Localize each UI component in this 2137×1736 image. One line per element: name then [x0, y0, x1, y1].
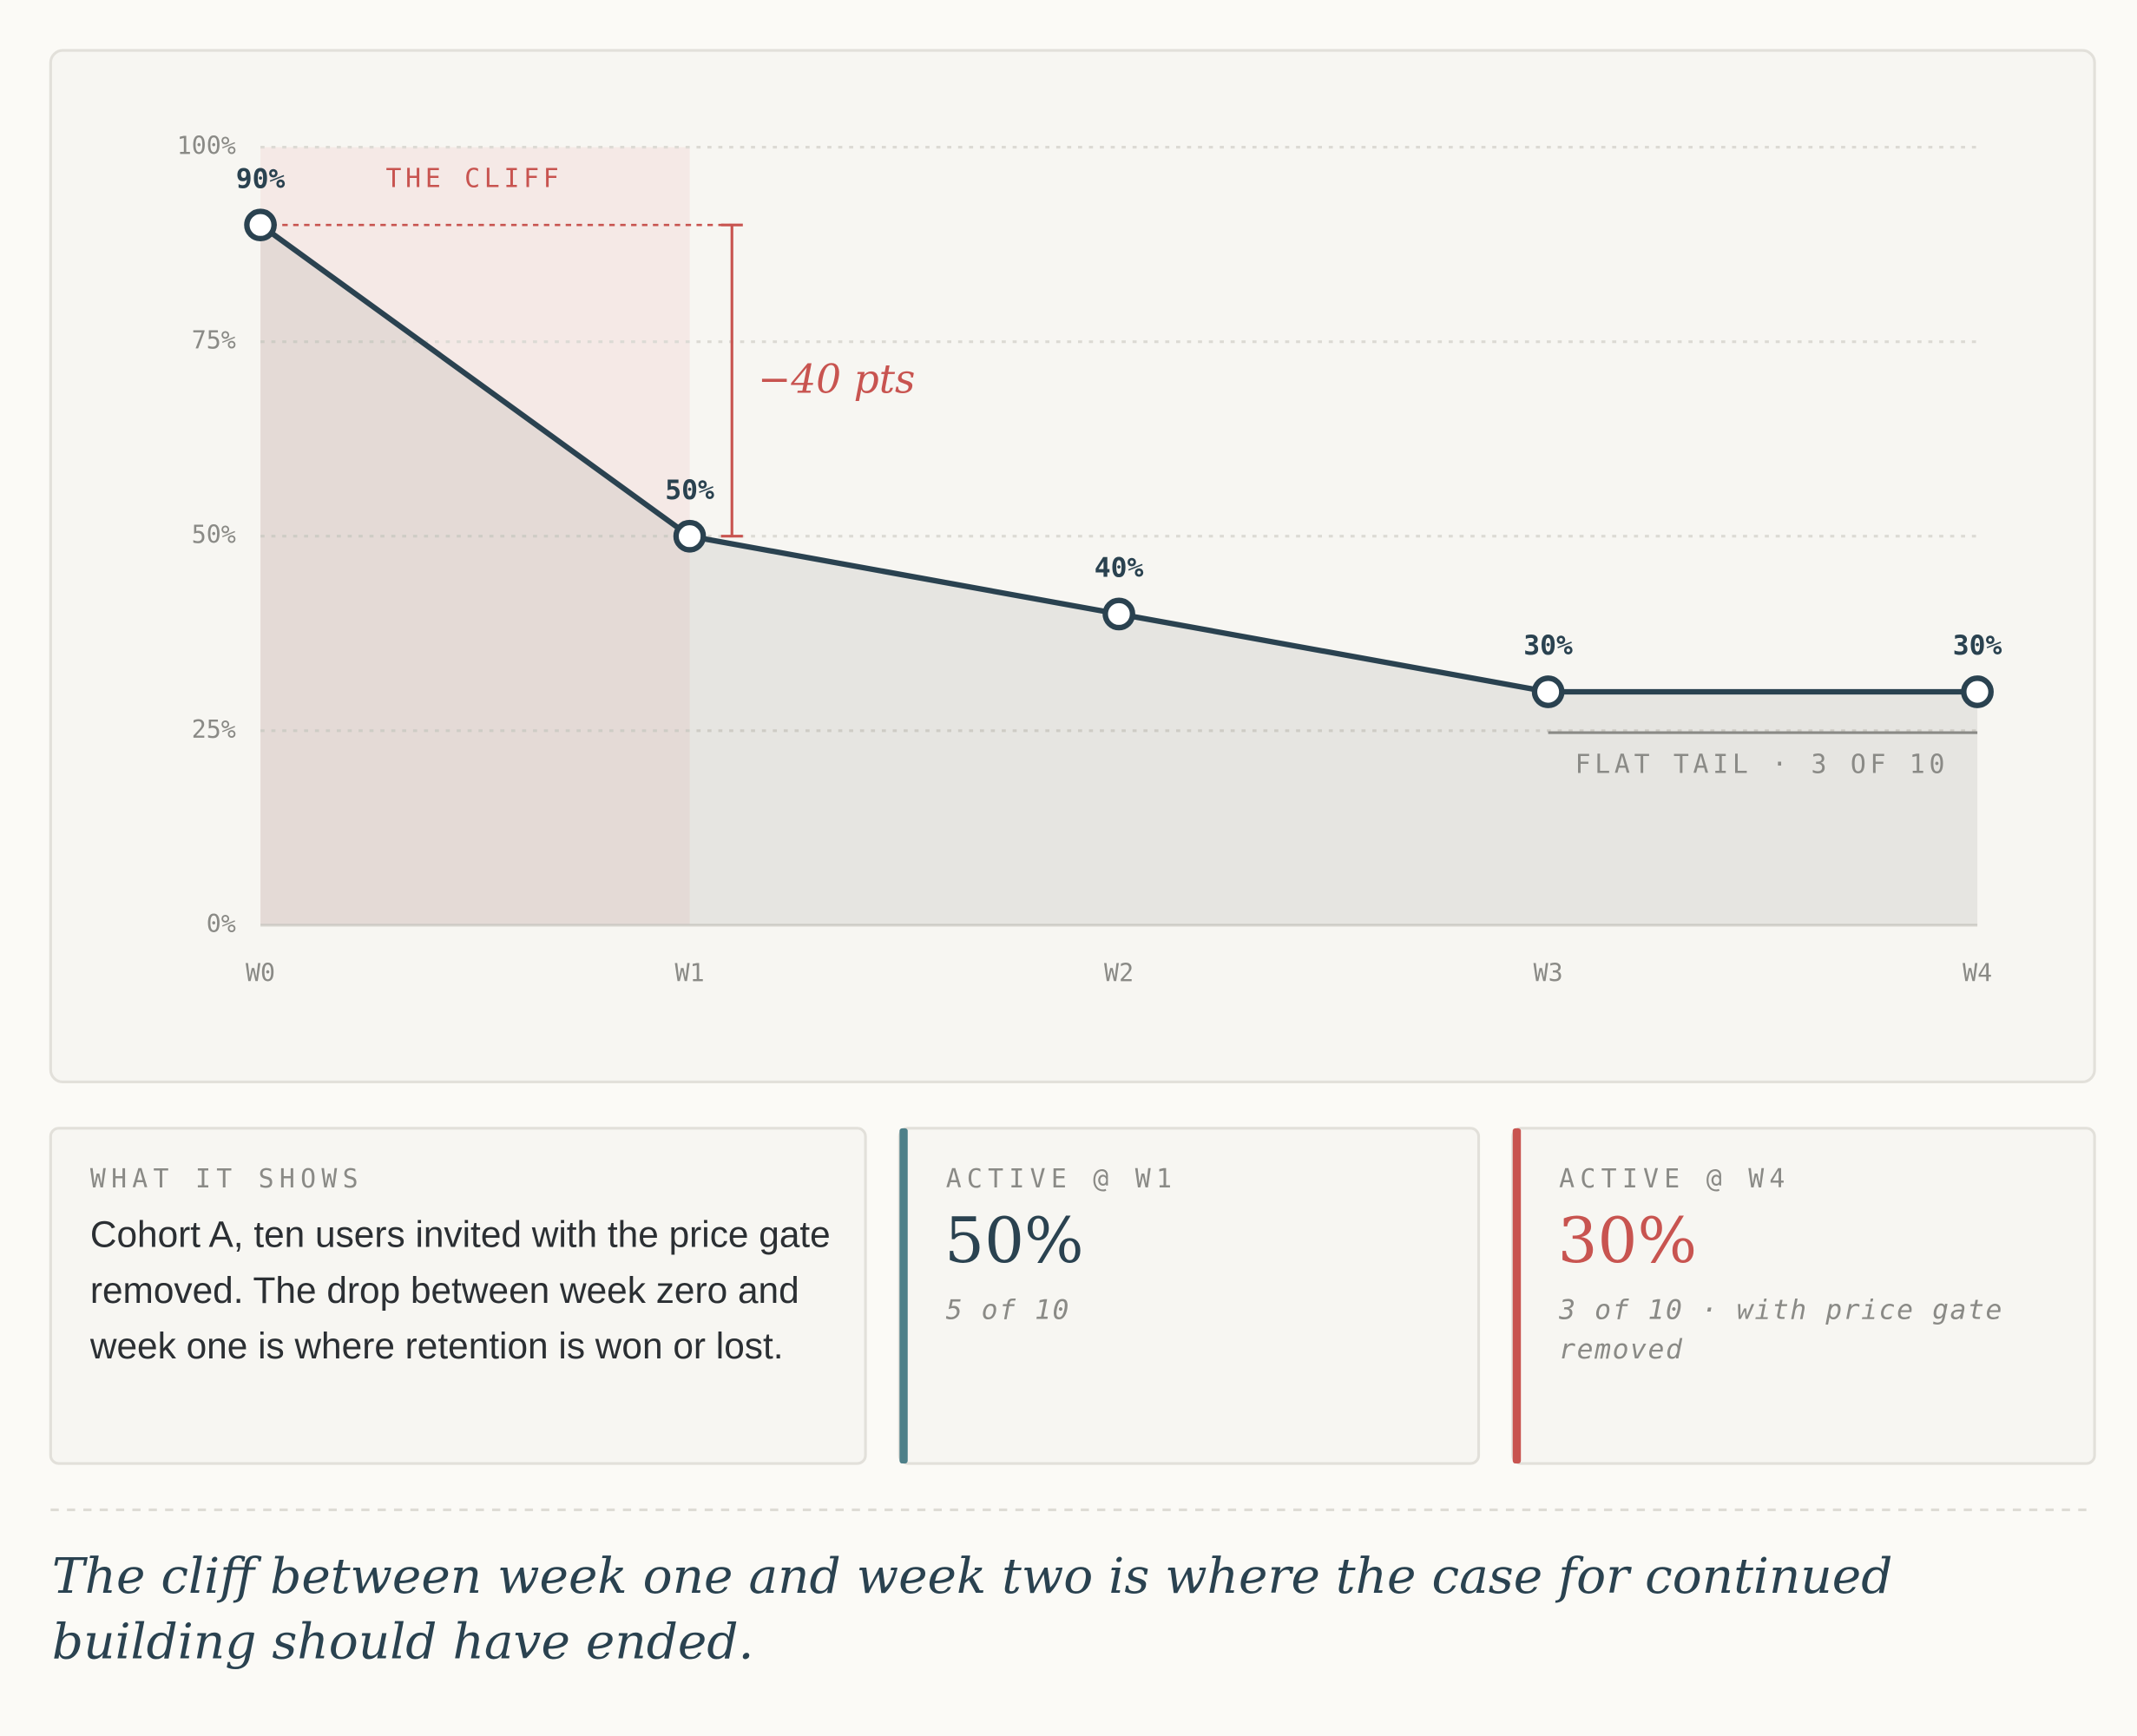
x-tick-label: W0 — [246, 958, 275, 987]
value-label: 30% — [1953, 630, 2002, 661]
point — [673, 519, 707, 553]
stat-note-box: 5 of 10 — [945, 1292, 1071, 1326]
drop-label: −40 pts — [758, 357, 915, 403]
tail-label: FLAT TAIL · 3 OF 10 — [1575, 749, 1950, 779]
point — [1102, 597, 1135, 631]
stat-note: 5 of 10 — [945, 1292, 1071, 1326]
stat-note-box: 3 of 10 · with price gate removed — [1559, 1292, 2003, 1365]
summary-label: WHAT IT SHOWS — [90, 1164, 364, 1194]
plot: 0% 25% 50% 75% 100% THE CLIFF −40 pts FLAT TAIL… — [177, 132, 2002, 988]
value-label: 30% — [1523, 630, 1573, 661]
stat-cards: ACTIVE @ W1 50% 5 of 10 ACTIVE @ W4 30% 3 of … — [898, 1127, 2096, 1465]
stat-label: ACTIVE @ W4 — [1559, 1164, 1791, 1194]
caption: The cliff between week one and week two … — [51, 1549, 1893, 1671]
caption-box: The cliff between week one and week two … — [51, 1549, 1893, 1671]
stat-note: 3 of 10 · with price gate removed — [1559, 1292, 2003, 1365]
stat-value: 50% — [944, 1205, 1083, 1278]
y-tick-label: 100% — [177, 132, 236, 161]
stat-value: 30% — [1558, 1205, 1697, 1278]
x-tick-label: W1 — [675, 958, 705, 987]
x-tick-label: W2 — [1104, 958, 1134, 987]
value-label: 90% — [236, 163, 286, 194]
stat-label: ACTIVE @ W1 — [946, 1164, 1178, 1194]
summary-card — [49, 1127, 867, 1465]
y-tick-label: 75% — [192, 326, 236, 355]
point — [1531, 675, 1565, 708]
x-tick-label: W3 — [1534, 958, 1563, 987]
y-tick-label: 0% — [207, 910, 236, 938]
area — [260, 225, 1978, 925]
value-label: 50% — [665, 475, 714, 506]
stat-accent — [899, 1128, 908, 1464]
point — [1961, 675, 1994, 708]
y-tick-label: 50% — [192, 521, 236, 549]
cliff-label: THE CLIFF — [386, 164, 563, 194]
x-tick-label: W4 — [1963, 958, 1992, 987]
value-label: 40% — [1095, 553, 1144, 584]
stat-accent — [1512, 1128, 1522, 1464]
summary-box: Cohort A, ten users invited with the pri… — [89, 1213, 831, 1367]
point — [244, 208, 277, 242]
y-tick-label: 25% — [192, 715, 236, 744]
summary-text: Cohort A, ten users invited with the pri… — [89, 1213, 831, 1367]
